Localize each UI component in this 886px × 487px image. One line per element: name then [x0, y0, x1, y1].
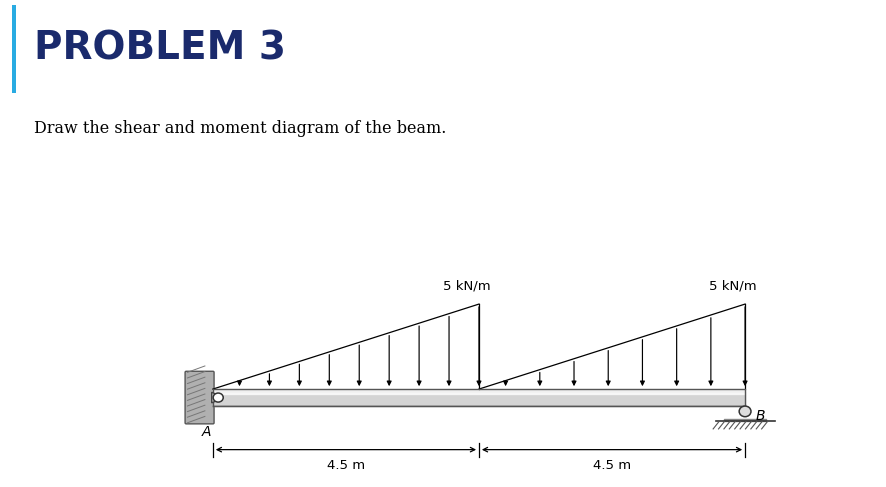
Circle shape	[738, 406, 750, 417]
Text: 4.5 m: 4.5 m	[593, 459, 630, 472]
Text: 4.5 m: 4.5 m	[327, 459, 364, 472]
Text: PROBLEM 3: PROBLEM 3	[34, 30, 285, 68]
Text: A: A	[202, 425, 212, 439]
Text: B: B	[755, 409, 765, 423]
Circle shape	[213, 393, 223, 402]
Bar	[12, 5, 16, 93]
Text: 5 kN/m: 5 kN/m	[709, 280, 757, 292]
Text: 5 kN/m: 5 kN/m	[443, 280, 491, 292]
FancyBboxPatch shape	[185, 371, 214, 424]
Polygon shape	[212, 392, 223, 403]
Text: Draw the shear and moment diagram of the beam.: Draw the shear and moment diagram of the…	[34, 120, 446, 136]
